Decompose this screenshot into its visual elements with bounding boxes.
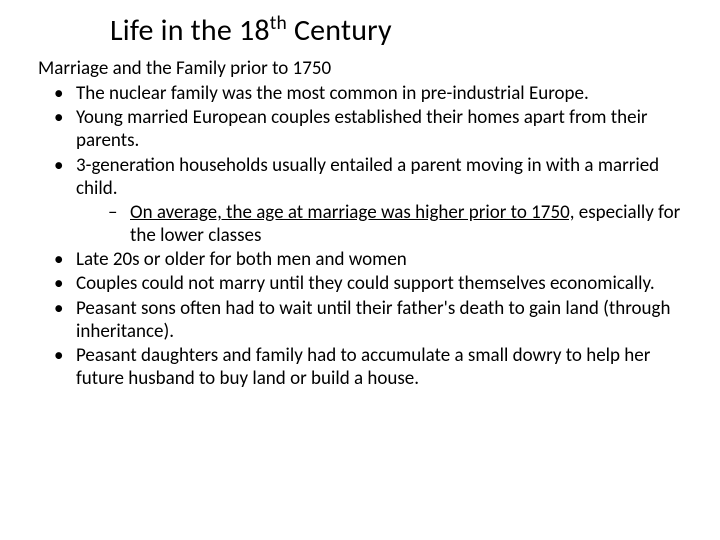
bullet-list: The nuclear family was the most common i… [30, 82, 690, 390]
list-item: Late 20s or older for both men and women [58, 248, 690, 271]
sub-list: On average, the age at marriage was high… [76, 201, 690, 247]
slide-container: Life in the 18th Century Marriage and th… [0, 0, 720, 540]
title-pre: Life in the 18 [110, 12, 270, 49]
sub-underlined: On average, the age at marriage was high… [130, 201, 574, 224]
list-item: Peasant daughters and family had to accu… [58, 344, 690, 390]
list-item: Young married European couples establish… [58, 106, 690, 152]
list-item-text: 3-generation households usually entailed… [76, 154, 659, 200]
list-item: Couples could not marry until they could… [58, 272, 690, 295]
slide-title: Life in the 18th Century [110, 12, 690, 49]
title-sup: th [270, 11, 287, 35]
list-item: The nuclear family was the most common i… [58, 82, 690, 105]
slide-subtitle: Marriage and the Family prior to 1750 [38, 57, 690, 80]
list-item: Peasant sons often had to wait until the… [58, 297, 690, 343]
sub-list-item: On average, the age at marriage was high… [112, 201, 690, 247]
list-item: 3-generation households usually entailed… [58, 154, 690, 248]
title-post: Century [287, 12, 392, 49]
